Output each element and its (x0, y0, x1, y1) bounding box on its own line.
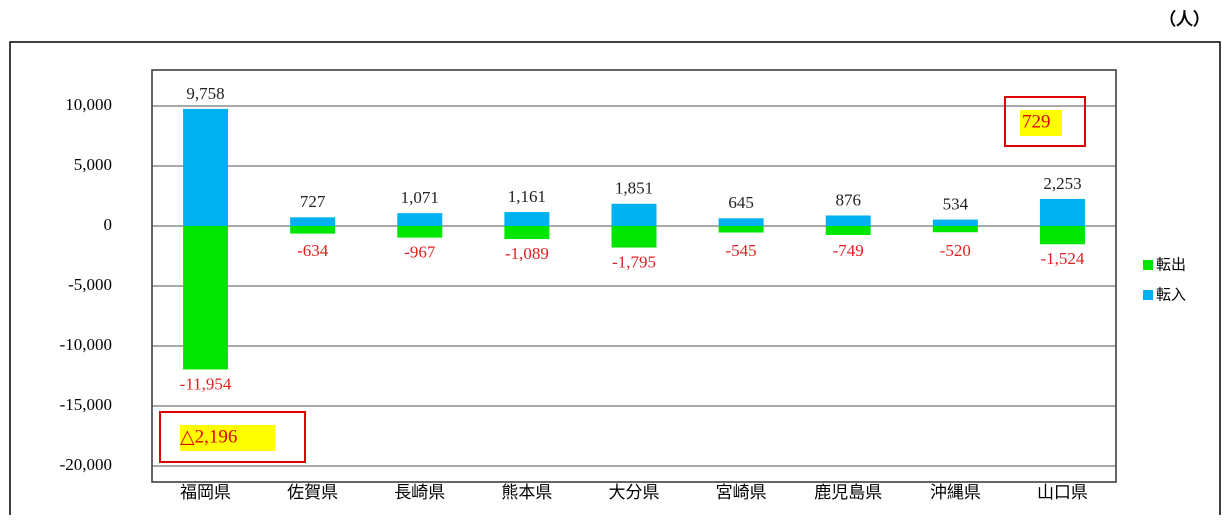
bar (825, 215, 871, 226)
data-label: 2,253 (1043, 174, 1081, 193)
annotation-highlight (1020, 110, 1062, 136)
bar (611, 226, 657, 248)
plot-area (151, 69, 1117, 483)
data-label: 1,851 (615, 179, 653, 198)
bar (183, 226, 229, 370)
x-tick-label: 沖縄県 (930, 483, 981, 503)
data-label: -1,795 (612, 252, 656, 271)
data-label: -11,954 (180, 374, 232, 393)
data-label: 534 (943, 194, 969, 213)
y-tick-label: -5,000 (68, 275, 112, 294)
data-label: 876 (835, 190, 861, 209)
bar (718, 226, 764, 233)
annotation-box (1004, 96, 1086, 147)
x-tick-label: 大分県 (609, 483, 660, 503)
y-tick-label: 0 (104, 215, 113, 234)
bar (611, 203, 657, 226)
annotation-highlight (180, 425, 275, 451)
data-label: 1,071 (401, 188, 439, 207)
legend-swatch (1143, 290, 1153, 300)
bar (932, 226, 978, 233)
y-tick-label: -20,000 (60, 455, 112, 474)
data-label: 1,161 (508, 187, 546, 206)
x-tick-label: 山口県 (1037, 483, 1088, 503)
x-tick-label: 鹿児島県 (814, 483, 882, 503)
data-label: 9,758 (186, 84, 224, 103)
x-tick-label: 福岡県 (180, 483, 231, 503)
bar (290, 226, 336, 234)
bar (1039, 198, 1085, 226)
bar (504, 212, 550, 226)
data-label: -545 (726, 241, 757, 260)
bar (718, 218, 764, 226)
data-label: -749 (833, 241, 864, 260)
x-tick-label: 熊本県 (501, 483, 552, 503)
y-tick-label: -15,000 (60, 395, 112, 414)
bar (183, 108, 229, 226)
data-label: 727 (300, 192, 326, 211)
data-label: -967 (404, 243, 436, 262)
annotation: △2,196 (180, 426, 237, 447)
y-tick-label: 10,000 (65, 95, 112, 114)
bar (397, 213, 443, 226)
unit-label: （人） (1159, 9, 1210, 30)
data-label: -1,524 (1040, 249, 1084, 268)
bar (932, 219, 978, 226)
data-label: 645 (728, 193, 754, 212)
x-tick-label: 宮崎県 (716, 483, 767, 503)
bar (397, 226, 443, 238)
data-label: -1,089 (505, 244, 549, 263)
annotation-box (159, 411, 306, 463)
legend-label: 転出 (1156, 256, 1186, 274)
bar (1039, 226, 1085, 245)
data-label: -634 (297, 241, 329, 260)
legend-label: 転入 (1156, 286, 1186, 304)
y-tick-label: -10,000 (60, 335, 112, 354)
legend-swatch (1143, 260, 1153, 270)
data-label: -520 (940, 241, 971, 260)
bar (825, 226, 871, 235)
annotation: 729 (1022, 111, 1051, 132)
x-tick-label: 佐賀県 (287, 483, 338, 503)
y-tick-label: 5,000 (74, 155, 112, 174)
chart-frame (9, 41, 1221, 520)
bar (504, 226, 550, 240)
bar (290, 217, 336, 226)
x-tick-label: 長崎県 (394, 483, 445, 503)
